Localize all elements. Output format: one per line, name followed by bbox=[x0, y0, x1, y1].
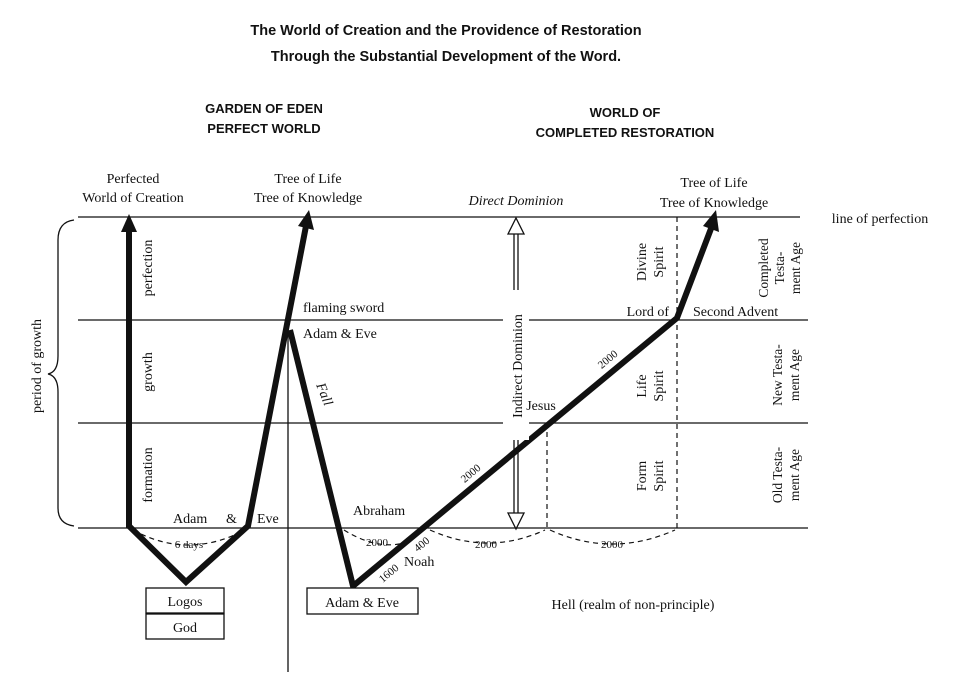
god-box bbox=[145, 613, 225, 640]
tree-left-arrowhead bbox=[298, 210, 314, 230]
flaming-sword-label: flaming sword bbox=[303, 301, 384, 316]
abraham-label: Abraham bbox=[353, 504, 405, 519]
years-2000-bottom-1: 2000 bbox=[475, 539, 498, 551]
title-line-1: The World of Creation and the Providence… bbox=[250, 23, 641, 39]
indirect-dominion-label-bg bbox=[503, 290, 529, 440]
tree-right-label-1: Tree of Life bbox=[680, 176, 747, 191]
completed-age-label-1: Completed bbox=[756, 238, 771, 297]
heading-eden-2: PERFECT WORLD bbox=[207, 121, 320, 136]
god-label: God bbox=[173, 621, 197, 636]
perfected-world-label-1: Perfected bbox=[107, 172, 160, 187]
years-2000-adam-abraham: 2000 bbox=[366, 537, 389, 549]
divine-spirit-label-1: Divine bbox=[635, 243, 650, 281]
years-2000-bottom-2: 2000 bbox=[601, 539, 624, 551]
indirect-dominion-down-arrow bbox=[506, 512, 526, 531]
heading-restoration-1: WORLD OF bbox=[590, 105, 661, 120]
six-days-arc bbox=[132, 529, 246, 546]
adam-eve-box bbox=[306, 587, 419, 615]
logos-box bbox=[145, 587, 225, 614]
stage-growth-label: growth bbox=[141, 352, 156, 392]
lord-of-label: Lord of bbox=[627, 305, 670, 320]
logos-label: Logos bbox=[168, 595, 203, 610]
perfected-world-arrowhead bbox=[121, 214, 137, 232]
period-of-growth-label: period of growth bbox=[30, 319, 45, 413]
abraham-jesus-arc bbox=[429, 529, 546, 544]
completed-age-label-3: ment Age bbox=[788, 242, 803, 294]
old-age-label-2: ment Age bbox=[787, 449, 802, 501]
divine-spirit-label-2: Spirit bbox=[652, 246, 667, 277]
new-age-label-2: ment Age bbox=[787, 349, 802, 401]
adam-eve-bottom-amp: & bbox=[226, 512, 237, 527]
title-line-2: Through the Substantial Development of t… bbox=[271, 49, 621, 65]
heading-eden-1: GARDEN OF EDEN bbox=[205, 101, 323, 116]
creation-paths bbox=[121, 210, 719, 592]
perfected-world-label-2: World of Creation bbox=[82, 191, 184, 206]
period-brace bbox=[47, 219, 75, 527]
line-of-perfection-label: line of perfection bbox=[832, 212, 928, 227]
life-spirit-label-1: Life bbox=[635, 374, 650, 397]
life-spirit-label-2: Spirit bbox=[652, 370, 667, 401]
adam-eve-box-label: Adam & Eve bbox=[325, 596, 399, 611]
tree-left-label-1: Tree of Life bbox=[274, 172, 341, 187]
new-age-label-1: New Testa- bbox=[770, 344, 785, 406]
direct-dominion-label: Direct Dominion bbox=[468, 194, 564, 209]
tree-left-label-2: Tree of Knowledge bbox=[254, 191, 362, 206]
hell-label: Hell (realm of non-principle) bbox=[552, 598, 715, 613]
adam-abraham-arc bbox=[343, 529, 405, 546]
old-age-label-1: Old Testa- bbox=[770, 446, 785, 503]
fall-restoration-path bbox=[287, 224, 715, 592]
completed-age-label-2: Testa- bbox=[772, 251, 787, 284]
stage-formation-label: formation bbox=[141, 447, 156, 502]
second-advent-label: Second Advent bbox=[693, 305, 778, 320]
adam-eve-bottom-adam: Adam bbox=[173, 512, 207, 527]
jesus-label: Jesus bbox=[526, 399, 556, 414]
adam-eve-top-label: Adam & Eve bbox=[303, 327, 377, 342]
tree-right-arrowhead bbox=[703, 210, 719, 232]
indirect-dominion-up-arrow bbox=[506, 216, 526, 235]
six-days-label: 6 days bbox=[175, 539, 203, 551]
adam-eve-bottom-eve: Eve bbox=[257, 512, 279, 527]
form-spirit-label-1: Form bbox=[635, 461, 650, 491]
noah-label: Noah bbox=[404, 555, 434, 570]
fall-label: Fall bbox=[312, 380, 335, 408]
adam-eve-growth-path bbox=[126, 225, 309, 587]
form-spirit-label-2: Spirit bbox=[652, 460, 667, 491]
tree-right-label-2: Tree of Knowledge bbox=[660, 196, 768, 211]
indirect-dominion-label: Indirect Dominion bbox=[511, 314, 526, 418]
jesus-advent-arc bbox=[549, 529, 676, 545]
stage-perfection-label: perfection bbox=[141, 240, 156, 297]
heading-restoration-2: COMPLETED RESTORATION bbox=[536, 125, 715, 140]
